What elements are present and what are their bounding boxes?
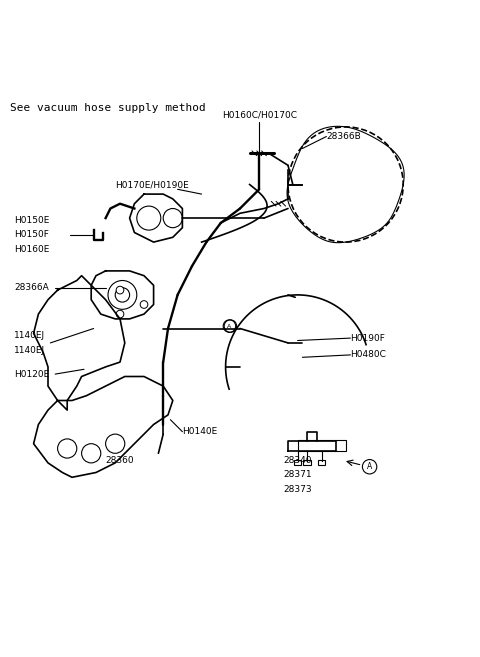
Text: H0170E/H0190E: H0170E/H0190E: [115, 180, 189, 189]
Bar: [294, 459, 301, 465]
Circle shape: [140, 301, 148, 308]
Bar: [298, 440, 346, 451]
Text: A: A: [228, 324, 231, 328]
Circle shape: [116, 310, 124, 318]
Circle shape: [116, 286, 124, 294]
Text: 1140EJ: 1140EJ: [14, 331, 46, 340]
Text: See vacuum hose supply method: See vacuum hose supply method: [10, 103, 205, 113]
Text: H0160C/H0170C: H0160C/H0170C: [222, 110, 297, 120]
Text: H0140E: H0140E: [182, 427, 217, 436]
Text: H0190F: H0190F: [350, 334, 385, 342]
Text: H0480C: H0480C: [350, 350, 386, 359]
Text: H0150E: H0150E: [14, 216, 50, 225]
Text: A: A: [367, 463, 372, 471]
Text: 28360: 28360: [106, 456, 134, 465]
Text: 28340: 28340: [283, 456, 312, 465]
Text: H0120E: H0120E: [14, 370, 49, 378]
Text: H0150F: H0150F: [14, 231, 49, 239]
Text: H0160E: H0160E: [14, 245, 50, 254]
Bar: [303, 459, 311, 465]
Text: 28373: 28373: [283, 485, 312, 494]
Bar: [318, 459, 325, 465]
Text: 28366A: 28366A: [14, 283, 49, 292]
Text: 1140EJ: 1140EJ: [14, 346, 46, 355]
Text: 28366B: 28366B: [326, 132, 361, 141]
Text: 28371: 28371: [283, 470, 312, 480]
